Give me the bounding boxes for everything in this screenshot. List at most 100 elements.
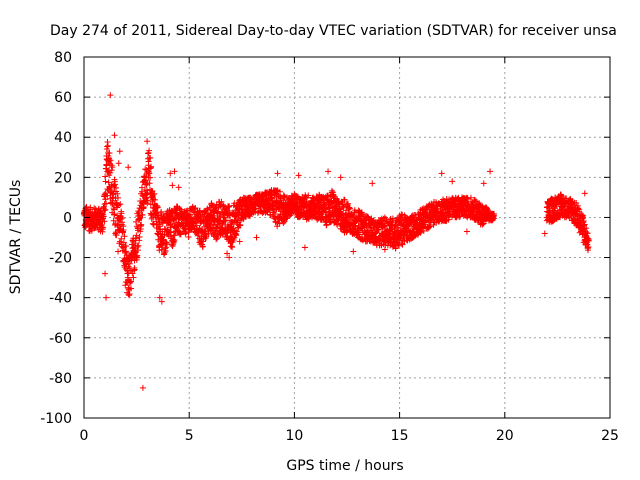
data-point xyxy=(345,200,352,207)
data-point xyxy=(585,237,592,244)
data-point xyxy=(125,164,132,171)
data-point xyxy=(225,204,232,211)
x-tick-label: 15 xyxy=(391,428,409,444)
data-point xyxy=(131,266,138,273)
data-point xyxy=(146,180,153,187)
data-point xyxy=(394,224,401,231)
data-point xyxy=(209,202,216,209)
data-point xyxy=(114,194,121,201)
data-point xyxy=(262,192,269,199)
data-point xyxy=(158,246,165,253)
y-tick-label: -100 xyxy=(40,411,72,427)
data-point xyxy=(175,184,182,191)
data-point xyxy=(118,235,125,242)
data-point xyxy=(440,210,447,217)
data-points xyxy=(80,92,592,391)
data-point xyxy=(122,243,129,250)
y-tick-label: 80 xyxy=(54,50,72,66)
data-point xyxy=(156,294,163,301)
data-point xyxy=(146,147,153,154)
data-point xyxy=(151,190,158,197)
data-point xyxy=(144,200,151,207)
x-tick-label: 5 xyxy=(185,428,194,444)
data-point xyxy=(130,274,137,281)
data-point xyxy=(101,207,108,214)
data-point xyxy=(102,270,109,277)
data-point xyxy=(147,174,154,181)
plot-frame xyxy=(83,56,611,419)
data-point xyxy=(381,246,388,253)
data-point xyxy=(233,228,240,235)
data-point xyxy=(583,225,590,232)
data-point xyxy=(374,227,381,234)
data-point xyxy=(183,208,190,215)
data-point xyxy=(372,230,379,237)
x-tick-label: 0 xyxy=(80,428,89,444)
data-point xyxy=(119,215,126,222)
data-point xyxy=(327,199,334,206)
data-point xyxy=(491,210,498,217)
data-point xyxy=(218,198,225,205)
data-point xyxy=(438,170,445,177)
data-point xyxy=(154,204,161,211)
data-point xyxy=(166,228,173,235)
data-point xyxy=(472,197,479,204)
data-point xyxy=(305,192,312,199)
data-point xyxy=(280,219,287,226)
data-point xyxy=(145,158,152,165)
y-tick-label: 0 xyxy=(63,210,72,226)
data-point xyxy=(581,221,588,228)
data-point xyxy=(585,244,592,251)
data-point xyxy=(226,203,233,210)
data-point xyxy=(111,211,118,218)
y-tick-label: 20 xyxy=(54,170,72,186)
data-point xyxy=(128,285,135,292)
data-point xyxy=(115,248,122,255)
data-point xyxy=(346,204,353,211)
data-point xyxy=(350,248,357,255)
data-point xyxy=(114,190,121,197)
data-point xyxy=(117,201,124,208)
data-point xyxy=(107,169,114,176)
data-point xyxy=(142,166,149,173)
data-point xyxy=(128,278,135,285)
x-tick-label: 20 xyxy=(496,428,514,444)
data-point xyxy=(113,232,120,239)
data-point xyxy=(279,204,286,211)
data-point xyxy=(146,170,153,177)
data-point xyxy=(467,194,474,201)
data-point xyxy=(128,241,135,248)
data-point xyxy=(369,180,376,187)
x-tick-label: 10 xyxy=(285,428,303,444)
data-point xyxy=(137,223,144,230)
data-point xyxy=(541,230,548,237)
data-point xyxy=(100,224,107,231)
data-point xyxy=(233,232,240,239)
data-point xyxy=(337,174,344,181)
data-point xyxy=(364,213,371,220)
data-point xyxy=(143,173,150,180)
data-point xyxy=(147,154,154,161)
data-point xyxy=(144,150,151,157)
data-point xyxy=(115,202,122,209)
y-axis-label: SDTVAR / TECUs xyxy=(8,180,24,295)
data-point xyxy=(346,205,353,212)
data-point xyxy=(463,228,470,235)
data-point xyxy=(105,179,112,186)
data-point xyxy=(136,234,143,241)
data-point xyxy=(103,162,110,169)
data-point xyxy=(136,215,143,222)
data-point xyxy=(399,241,406,248)
data-point xyxy=(139,211,146,218)
data-point xyxy=(487,168,494,175)
data-point xyxy=(87,204,94,211)
data-point xyxy=(111,132,118,139)
y-tick-label: -20 xyxy=(49,251,72,267)
data-point xyxy=(106,150,113,157)
data-point xyxy=(325,168,332,175)
data-point xyxy=(143,181,150,188)
data-point xyxy=(118,210,125,217)
data-point xyxy=(139,384,146,391)
data-point xyxy=(120,226,127,233)
